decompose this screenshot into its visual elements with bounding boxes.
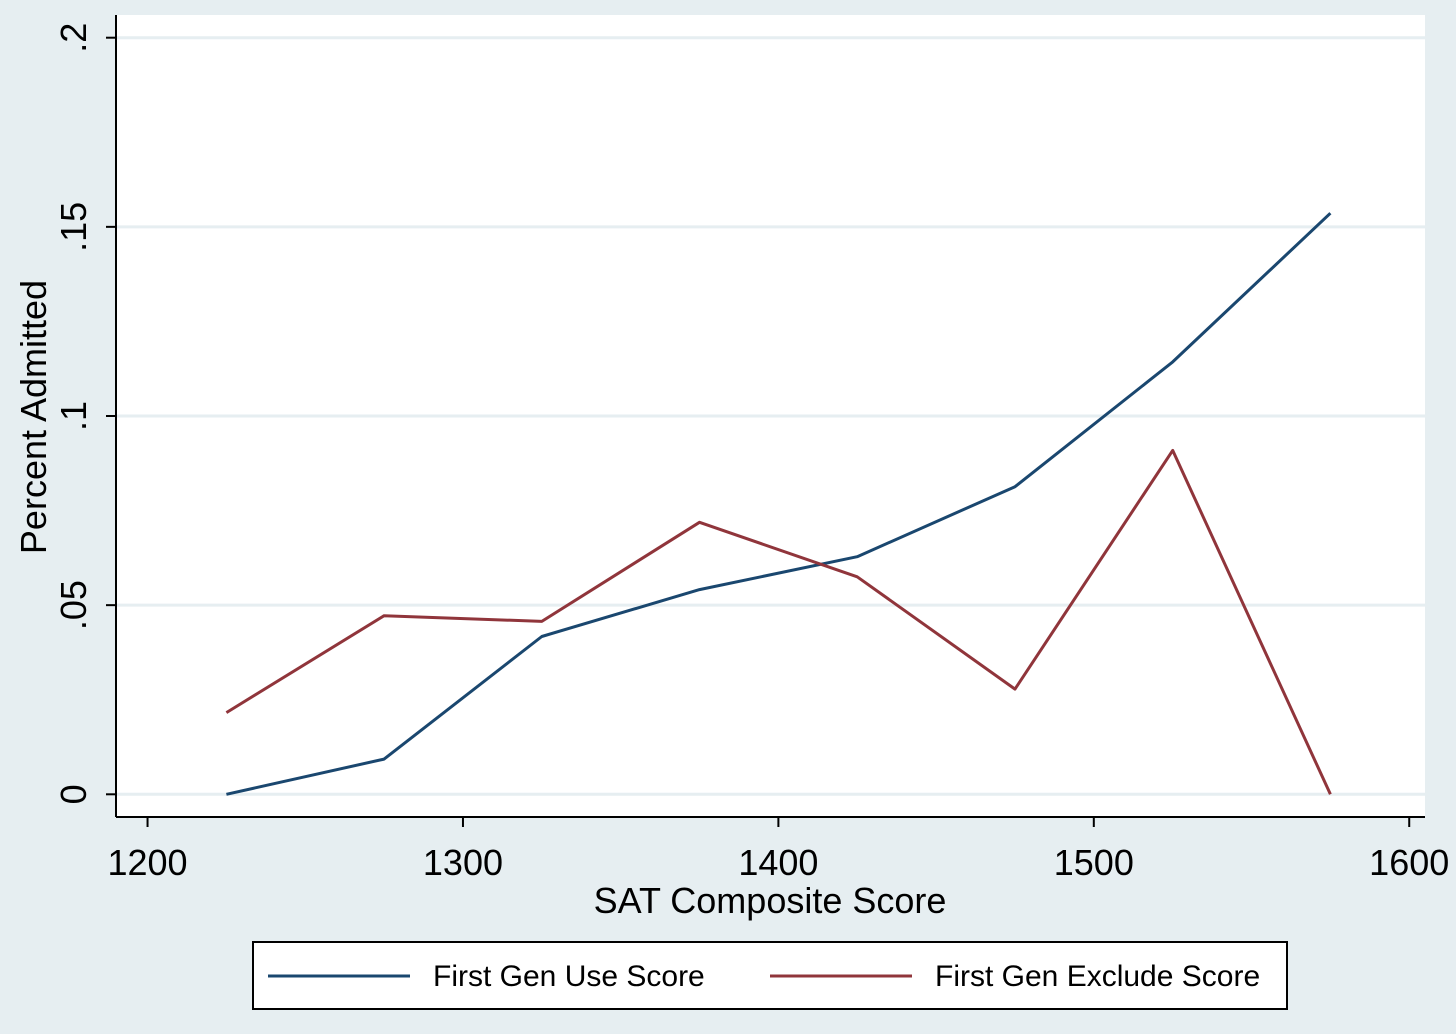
y-ticks: 0 .05 .1 .15 .2 — [53, 23, 116, 804]
legend-label-first-gen-exclude-score: First Gen Exclude Score — [935, 960, 1260, 993]
legend: First Gen Use Score First Gen Exclude Sc… — [252, 941, 1288, 1010]
y-tick-label-1: .05 — [53, 580, 94, 630]
x-tick-label-4: 1600 — [1369, 842, 1449, 883]
legend-label-first-gen-use-score: First Gen Use Score — [433, 960, 705, 993]
series-line-first-gen-use-score — [226, 212, 1332, 796]
grid-lines — [116, 36, 1425, 796]
x-tick-label-3: 1500 — [1054, 842, 1134, 883]
y-tick-label-2: .1 — [53, 401, 94, 431]
y-tick-label-4: .2 — [53, 23, 94, 53]
x-ticks: 1200 1300 1400 1500 1600 — [107, 817, 1449, 883]
x-tick-label-1: 1300 — [423, 842, 503, 883]
y-axis-title: Percent Admitted — [13, 280, 54, 554]
y-tick-label-3: .15 — [53, 202, 94, 252]
x-axis-title: SAT Composite Score — [594, 880, 947, 921]
series-line-first-gen-exclude-score — [225, 448, 1332, 795]
x-tick-label-2: 1400 — [738, 842, 818, 883]
y-tick-label-0: 0 — [53, 784, 94, 804]
x-tick-label-0: 1200 — [107, 842, 187, 883]
series-group — [225, 212, 1332, 796]
